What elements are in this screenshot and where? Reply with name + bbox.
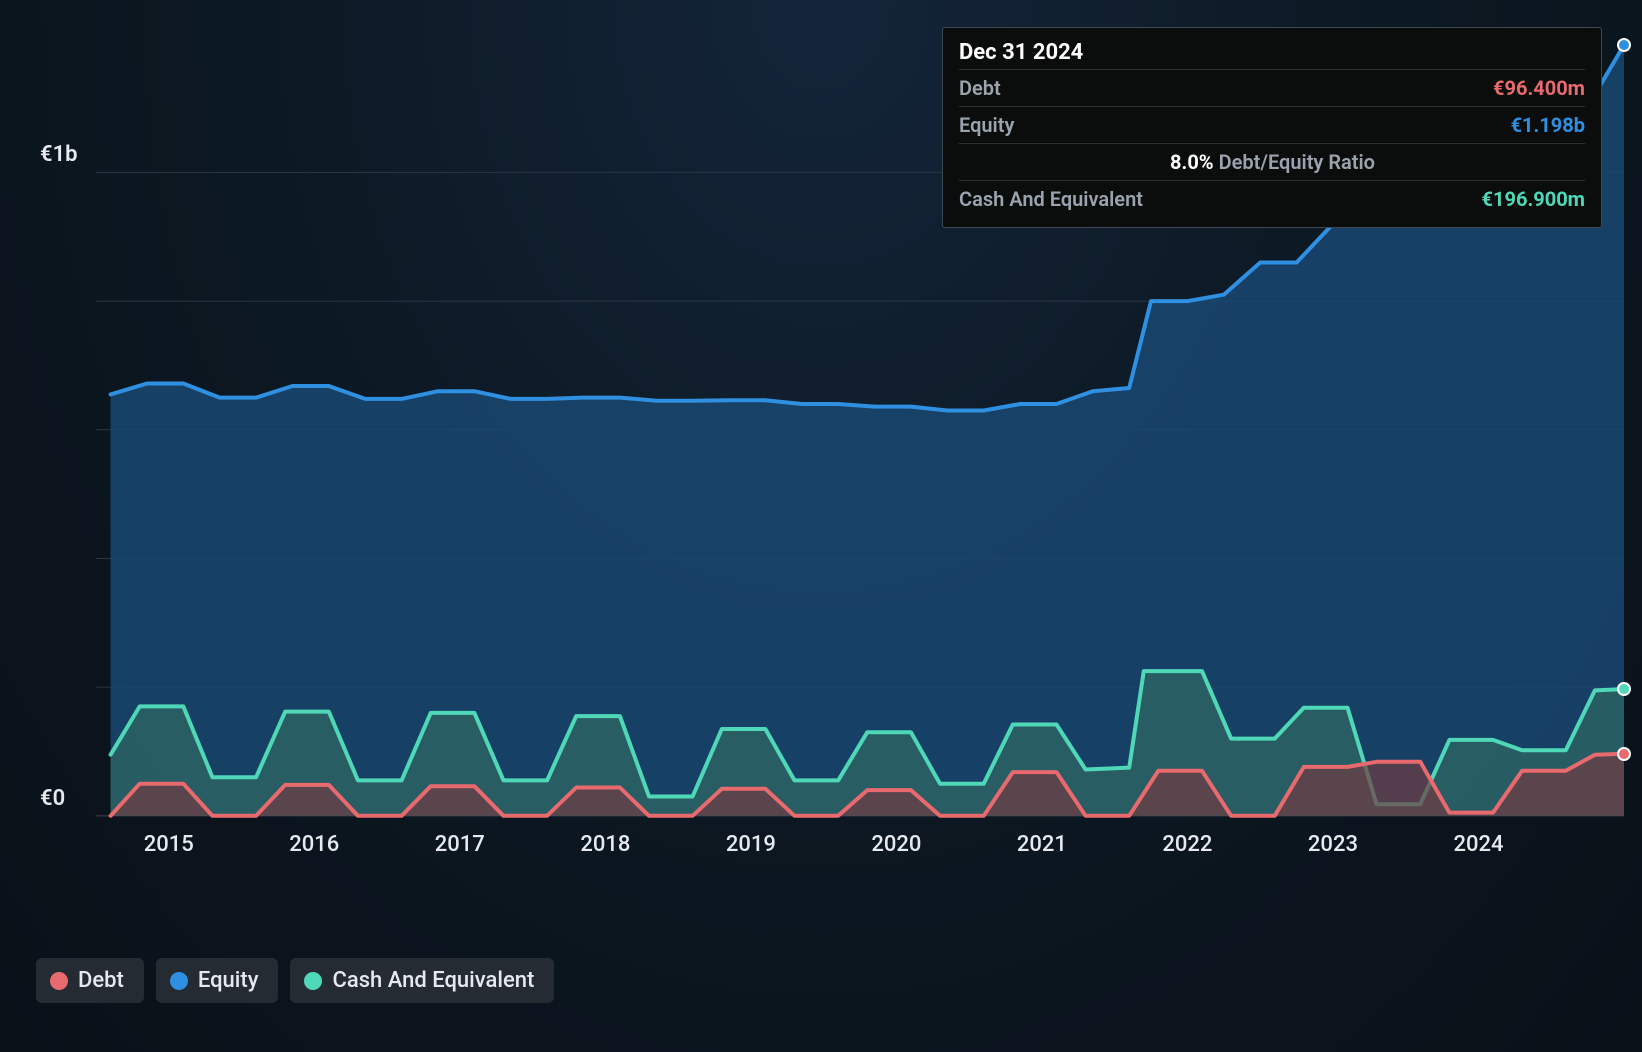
tooltip-ratio-percent: 8.0% bbox=[1170, 150, 1214, 174]
tooltip-cash-label: Cash And Equivalent bbox=[959, 187, 1143, 211]
tooltip-row-label: Debt bbox=[959, 76, 1001, 100]
legend-dot-icon bbox=[304, 972, 322, 990]
x-tick-label: 2021 bbox=[1017, 832, 1067, 857]
tooltip-row-value: €96.400m bbox=[1493, 76, 1585, 100]
x-tick-label: 2024 bbox=[1453, 832, 1503, 857]
y-tick-label: €1b bbox=[40, 142, 78, 167]
legend: Debt Equity Cash And Equivalent bbox=[36, 958, 554, 1003]
tooltip-card: Dec 31 2024 Debt €96.400m Equity €1.198b 8.… bbox=[942, 27, 1602, 228]
series-end-marker bbox=[1617, 38, 1631, 52]
series-end-marker bbox=[1617, 682, 1631, 696]
tooltip-ratio-row: 8.0% Debt/Equity Ratio bbox=[959, 143, 1585, 180]
legend-item[interactable]: Equity bbox=[156, 958, 279, 1003]
legend-dot-icon bbox=[50, 972, 68, 990]
x-tick-label: 2015 bbox=[144, 832, 194, 857]
tooltip-cash-value: €196.900m bbox=[1482, 187, 1585, 211]
chart-container: €1b €0 2015 2016 2017 2018 2019 2020 2021 2022 20… bbox=[0, 0, 1642, 1052]
tooltip-row-value: €1.198b bbox=[1511, 113, 1585, 137]
legend-dot-icon bbox=[170, 972, 188, 990]
legend-label: Debt bbox=[78, 968, 124, 993]
x-tick-label: 2017 bbox=[435, 832, 485, 857]
legend-label: Cash And Equivalent bbox=[332, 968, 534, 993]
x-tick-label: 2020 bbox=[871, 832, 921, 857]
y-tick-label: €0 bbox=[40, 786, 65, 811]
series-end-marker bbox=[1617, 747, 1631, 761]
tooltip-date: Dec 31 2024 bbox=[959, 40, 1585, 69]
x-tick-label: 2022 bbox=[1162, 832, 1212, 857]
tooltip-row: Equity €1.198b bbox=[959, 106, 1585, 143]
x-tick-label: 2016 bbox=[289, 832, 339, 857]
x-tick-label: 2019 bbox=[726, 832, 776, 857]
legend-item[interactable]: Debt bbox=[36, 958, 144, 1003]
tooltip-ratio-label: Debt/Equity Ratio bbox=[1219, 150, 1375, 174]
legend-item[interactable]: Cash And Equivalent bbox=[290, 958, 554, 1003]
tooltip-row: Debt €96.400m bbox=[959, 69, 1585, 106]
x-tick-label: 2018 bbox=[580, 832, 630, 857]
tooltip-row-label: Equity bbox=[959, 113, 1014, 137]
tooltip-row-cash: Cash And Equivalent €196.900m bbox=[959, 180, 1585, 217]
legend-label: Equity bbox=[198, 968, 259, 993]
x-tick-label: 2023 bbox=[1308, 832, 1358, 857]
